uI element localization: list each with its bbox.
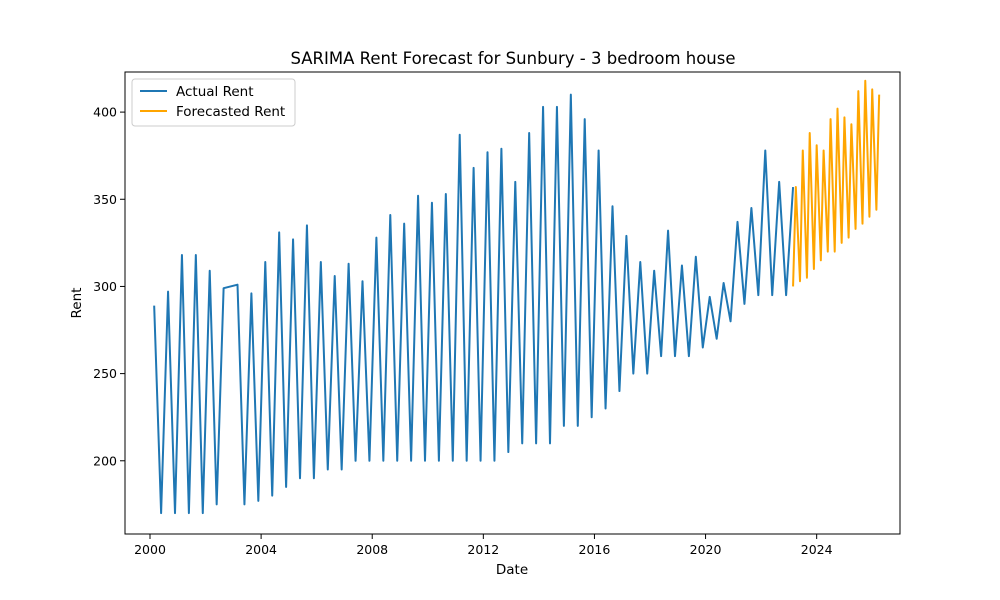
x-tick-label-2000: 2000 (134, 542, 166, 557)
x-tick-label-2016: 2016 (579, 542, 611, 557)
legend-label-actual-rent: Actual Rent (176, 84, 254, 100)
chart-title: SARIMA Rent Forecast for Sunbury - 3 bed… (290, 49, 735, 68)
y-axis: 200 250 300 350 400 (93, 105, 125, 468)
legend-label-forecasted-rent: Forecasted Rent (176, 104, 285, 120)
legend-box (131, 78, 296, 127)
x-tick-label-2004: 2004 (245, 542, 277, 557)
series-line-actual-rent (153, 93, 795, 515)
x-axis: 2000 2004 2008 2012 2016 2020 2024 (134, 534, 833, 557)
y-tick-label-400: 400 (93, 105, 117, 120)
y-tick-label-300: 300 (93, 279, 117, 294)
y-tick-label-200: 200 (93, 453, 117, 468)
y-axis-label: Rent (69, 288, 85, 319)
x-tick-label-2020: 2020 (690, 542, 722, 557)
x-tick-label-2024: 2024 (801, 542, 833, 557)
y-tick-label-350: 350 (93, 192, 117, 207)
y-tick-label-250: 250 (93, 366, 117, 381)
series-layer (153, 79, 881, 515)
x-tick-label-2008: 2008 (356, 542, 388, 557)
x-axis-label: Date (496, 562, 528, 578)
legend: Actual Rent Forecasted Rent (131, 78, 296, 127)
series-line-forecasted-rent (792, 79, 881, 287)
x-tick-label-2012: 2012 (467, 542, 499, 557)
